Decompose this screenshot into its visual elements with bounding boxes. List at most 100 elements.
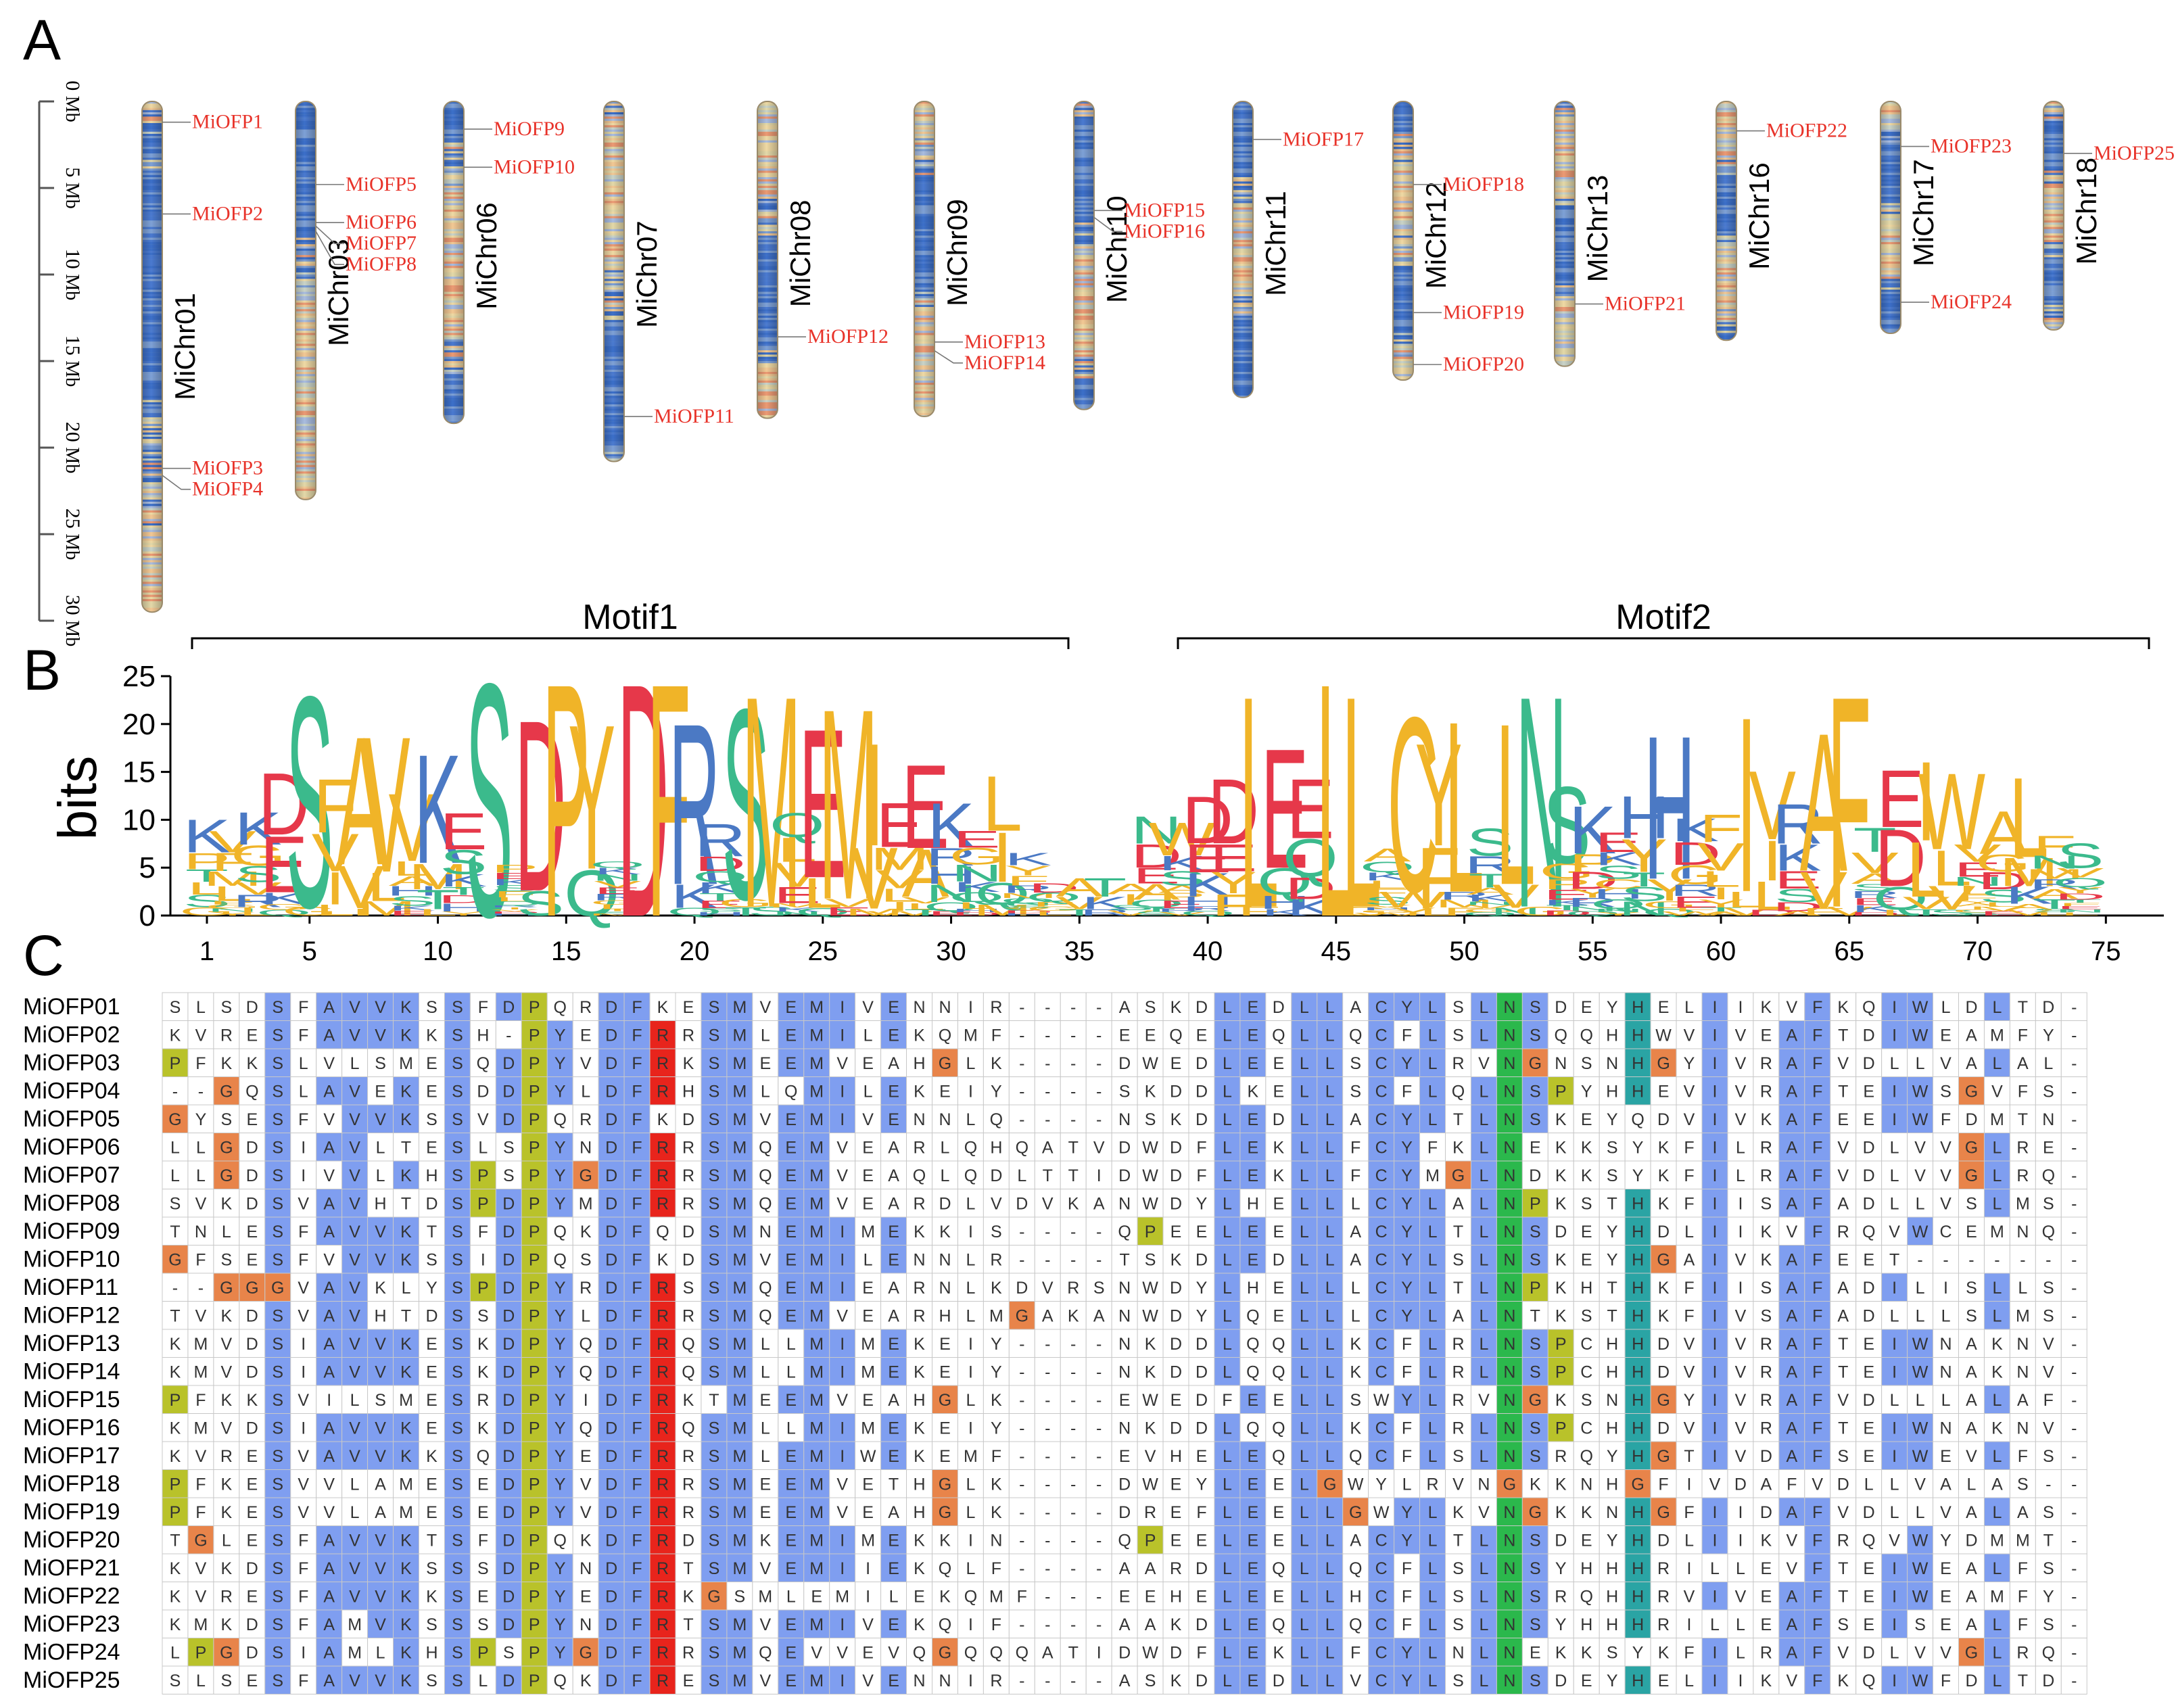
residue: D bbox=[1863, 1138, 1875, 1157]
residue: D bbox=[605, 1587, 617, 1606]
residue: N bbox=[1503, 1223, 1515, 1241]
logo-letter: E bbox=[928, 910, 975, 917]
residue: - bbox=[1019, 1671, 1024, 1690]
residue: Q bbox=[1272, 1615, 1285, 1634]
residue: Q bbox=[1272, 1362, 1285, 1381]
residue: Y bbox=[554, 1475, 566, 1494]
residue: W bbox=[1912, 1026, 1929, 1045]
residue: - bbox=[1096, 1587, 1102, 1606]
residue: M bbox=[2016, 1194, 2030, 1213]
residue: V bbox=[349, 1447, 360, 1466]
residue: V bbox=[1914, 1166, 1926, 1185]
residue: K bbox=[1658, 1166, 1670, 1185]
residue: V bbox=[1684, 1362, 1695, 1381]
residue: Y bbox=[554, 1615, 566, 1634]
residue: F bbox=[1812, 1110, 1822, 1129]
residue: F bbox=[991, 1559, 1001, 1578]
residue: F bbox=[1402, 1419, 1412, 1438]
residue: V bbox=[2043, 1419, 2054, 1438]
logo-letter: G bbox=[256, 903, 312, 911]
residue: P bbox=[529, 1026, 540, 1045]
residue: - bbox=[1070, 1054, 1076, 1073]
logo-letter: L bbox=[418, 907, 457, 918]
residue: L bbox=[1479, 1279, 1488, 1298]
residue: S bbox=[1761, 1194, 1772, 1213]
residue: D bbox=[1863, 1054, 1875, 1073]
residue: V bbox=[811, 1643, 822, 1662]
residue: E bbox=[1170, 1475, 1182, 1494]
residue: D bbox=[605, 1138, 617, 1157]
residue: D bbox=[605, 1503, 617, 1522]
residue: E bbox=[1273, 1531, 1284, 1550]
logo-y-tick-label: 10 bbox=[122, 803, 156, 836]
residue: - bbox=[1096, 1362, 1102, 1381]
residue: S bbox=[1350, 1082, 1361, 1101]
residue: - bbox=[2071, 1643, 2077, 1662]
residue: E bbox=[1837, 1250, 1849, 1269]
residue: Y bbox=[1940, 1531, 1952, 1550]
residue: S bbox=[709, 1559, 720, 1578]
residue: V bbox=[349, 1194, 360, 1213]
residue: A bbox=[1119, 998, 1131, 1017]
residue: A bbox=[1966, 1335, 1977, 1354]
residue: I bbox=[1892, 1279, 1897, 1298]
residue: K bbox=[1837, 1671, 1849, 1690]
residue: S bbox=[272, 1194, 283, 1213]
residue: F bbox=[298, 1531, 308, 1550]
residue: E bbox=[1248, 998, 1259, 1017]
residue: E bbox=[1530, 1138, 1541, 1157]
logo-letter: D bbox=[515, 670, 566, 943]
residue: F bbox=[1402, 1615, 1412, 1634]
residue: I bbox=[840, 1250, 845, 1269]
residue: H bbox=[1632, 1279, 1644, 1298]
residue: M bbox=[732, 1643, 747, 1662]
residue: Y bbox=[554, 1194, 566, 1213]
residue: D bbox=[1863, 1391, 1875, 1410]
residue: K bbox=[1658, 1138, 1670, 1157]
residue: W bbox=[1348, 1475, 1364, 1494]
residue: - bbox=[2071, 1306, 2077, 1325]
residue: K bbox=[1145, 1335, 1156, 1354]
residue: I bbox=[1892, 1362, 1897, 1381]
residue: L bbox=[1300, 1362, 1309, 1381]
residue: E bbox=[1761, 1026, 1772, 1045]
residue: F bbox=[632, 1250, 642, 1269]
residue: V bbox=[323, 1110, 335, 1129]
residue: A bbox=[888, 1138, 899, 1157]
residue: D bbox=[1118, 1138, 1131, 1157]
residue: D bbox=[1657, 1419, 1670, 1438]
residue: A bbox=[1119, 1559, 1131, 1578]
residue: L bbox=[1325, 1615, 1335, 1634]
residue: N bbox=[1503, 1335, 1515, 1354]
residue: V bbox=[375, 1026, 386, 1045]
residue: T bbox=[1043, 1166, 1053, 1185]
residue: A bbox=[1837, 1306, 1849, 1325]
residue: R bbox=[1760, 1419, 1772, 1438]
residue: K bbox=[914, 1335, 925, 1354]
residue: H bbox=[682, 1082, 694, 1101]
residue: R bbox=[1555, 1587, 1567, 1606]
residue: A bbox=[323, 1447, 335, 1466]
residue: A bbox=[1966, 1615, 1977, 1634]
residue: F bbox=[2018, 1026, 2028, 1045]
residue: D bbox=[502, 1194, 515, 1213]
residue: Q bbox=[964, 1166, 977, 1185]
chromosome-label: MiChr09 bbox=[941, 199, 973, 306]
panel-label-a: A bbox=[23, 8, 61, 72]
residue: D bbox=[425, 1306, 437, 1325]
residue: C bbox=[1375, 1306, 1388, 1325]
residue: D bbox=[605, 1475, 617, 1494]
residue: E bbox=[1863, 1250, 1874, 1269]
residue: K bbox=[1581, 1138, 1592, 1157]
residue: E bbox=[1863, 1615, 1874, 1634]
residue: D bbox=[1965, 1531, 1977, 1550]
residue: C bbox=[1375, 1194, 1388, 1213]
residue: D bbox=[1016, 1279, 1028, 1298]
logo-letter: T bbox=[416, 884, 459, 915]
residue: H bbox=[1632, 1419, 1644, 1438]
residue: S bbox=[221, 1250, 233, 1269]
residue: R bbox=[657, 1279, 669, 1298]
residue: L bbox=[1684, 1223, 1694, 1241]
residue: - bbox=[1070, 1503, 1076, 1522]
